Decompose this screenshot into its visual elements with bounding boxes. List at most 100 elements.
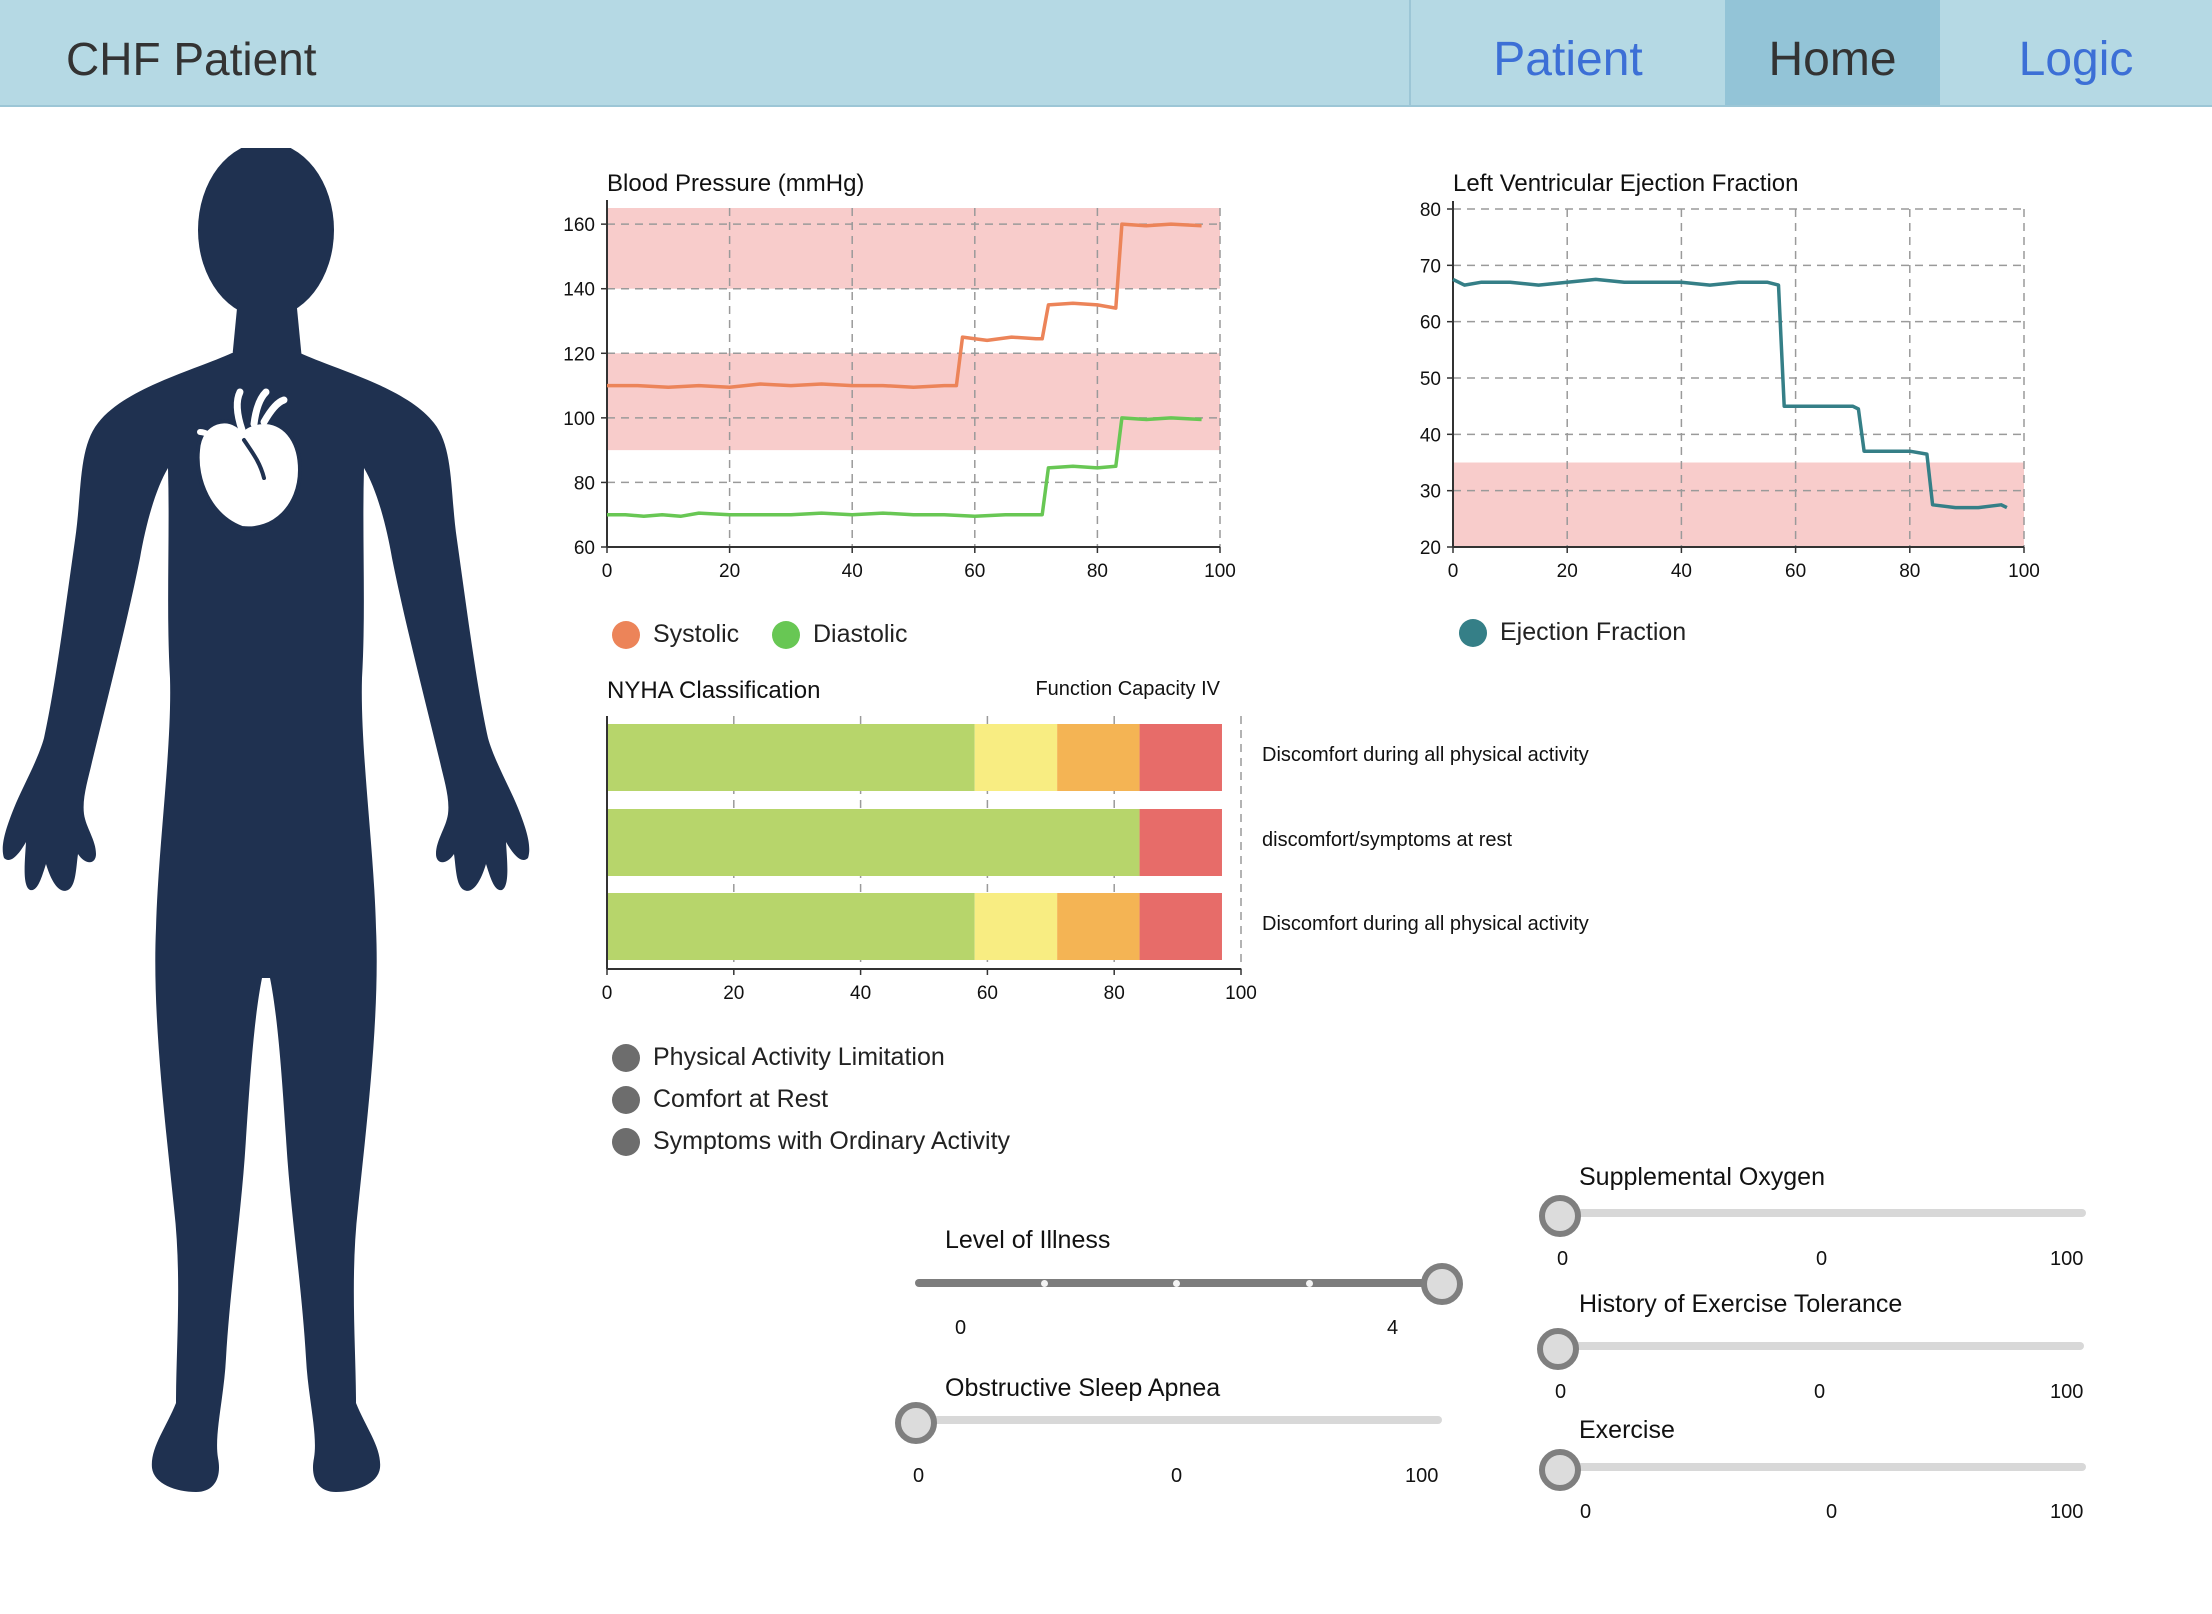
slider-track[interactable] [1538, 1342, 2084, 1350]
y-tick-label: 80 [1420, 200, 1441, 221]
slider-value-label: 0 [1814, 1381, 1826, 1403]
x-tick-label: 60 [964, 561, 985, 582]
chart-title: Left Ventricular Ejection Fraction [1453, 170, 1799, 197]
series-line-diastolic [607, 416, 1202, 519]
slider-title: History of Exercise Tolerance [1579, 1290, 1903, 1318]
legend-ejection-fraction: Ejection Fraction [1459, 618, 1686, 647]
nyha-bar-segment [1139, 809, 1222, 876]
nyha-bar-segment [1057, 893, 1140, 960]
legend-systolic: Systolic [612, 620, 739, 649]
slider-max-label: 100 [2050, 1501, 2084, 1523]
y-tick-label: 20 [1420, 538, 1441, 559]
nyha-classification-chart: NYHA Classification Function Capacity IV… [602, 677, 1589, 1004]
nyha-bar-segment [607, 724, 975, 791]
nyha-bar-segment [1139, 893, 1222, 960]
slider-knob[interactable] [1537, 1328, 1579, 1370]
legend-label: Systolic [653, 620, 740, 648]
x-tick-label: 40 [1671, 561, 1692, 582]
x-tick-label: 0 [602, 983, 613, 1004]
legend-label: Symptoms with Ordinary Activity [653, 1127, 1011, 1155]
x-tick-label: 60 [977, 983, 998, 1004]
legend-label: Physical Activity Limitation [653, 1043, 945, 1071]
slider-step-dot [1306, 1280, 1313, 1287]
risk-band [607, 353, 1220, 451]
nav-tab-patient[interactable]: Patient [1493, 33, 1643, 86]
nyha-bar-segment [607, 893, 975, 960]
nyha-bar-segment [974, 893, 1058, 960]
slider-title: Supplemental Oxygen [1579, 1163, 1825, 1191]
x-tick-label: 20 [1557, 561, 1578, 582]
legend-symptoms-ordinary-activity: Symptoms with Ordinary Activity [612, 1127, 1010, 1156]
body-silhouette [2, 148, 530, 1492]
slider-value-label: 0 [1171, 1465, 1183, 1487]
app-title: CHF Patient [66, 33, 317, 85]
y-tick-label: 30 [1420, 482, 1441, 503]
slider-knob[interactable] [1539, 1195, 1581, 1237]
slider-value-label: 0 [1826, 1501, 1838, 1523]
y-tick-label: 80 [574, 473, 595, 494]
y-tick-label: 160 [563, 215, 595, 236]
chart-title: Blood Pressure (mmHg) [607, 170, 864, 197]
slider-min-label: 0 [1580, 1501, 1592, 1523]
legend-dot [612, 1127, 640, 1156]
slider-title: Obstructive Sleep Apnea [945, 1374, 1221, 1402]
slider-max-label: 100 [2050, 1381, 2084, 1403]
slider-min-label: 0 [1557, 1248, 1569, 1270]
legend-label: Diastolic [813, 620, 908, 648]
legend-dot [612, 620, 640, 649]
x-tick-label: 100 [1204, 561, 1236, 582]
x-tick-label: 20 [723, 983, 744, 1004]
slider-min-label: 0 [955, 1317, 967, 1339]
legend-dot [1459, 618, 1487, 647]
nyha-bar-segment [607, 809, 1140, 876]
ejection-fraction-chart: Left Ventricular Ejection Fraction 20 30 4… [1420, 170, 2040, 582]
nav-tab-logic[interactable]: Logic [2018, 33, 2134, 86]
blood-pressure-chart: Blood Pressure (mmHg) 60 80 100 120 140 160 0 2… [563, 170, 1236, 582]
slider-step-dot [1041, 1280, 1048, 1287]
legend-dot [772, 620, 800, 649]
legend-dot [612, 1085, 640, 1114]
x-tick-label: 80 [1087, 561, 1108, 582]
slider-track[interactable] [1540, 1463, 2086, 1471]
slider-max-label: 4 [1387, 1317, 1399, 1339]
nyha-bar-segment [1057, 724, 1140, 791]
slider-knob[interactable] [1421, 1263, 1463, 1305]
nyha-row-label: Discomfort during all physical activity [1262, 744, 1589, 766]
y-tick-label: 100 [563, 409, 595, 430]
heart-icon [195, 388, 303, 531]
slider-max-label: 100 [1405, 1465, 1439, 1487]
legend-physical-activity-limitation: Physical Activity Limitation [612, 1043, 945, 1072]
chart-subtitle: Function Capacity IV [1035, 678, 1220, 700]
legend-label: Ejection Fraction [1500, 618, 1687, 646]
slider-track[interactable] [912, 1416, 1442, 1424]
y-tick-label: 120 [563, 344, 595, 365]
slider-max-label: 100 [2050, 1248, 2084, 1270]
y-tick-label: 140 [563, 280, 595, 301]
slider-knob[interactable] [1539, 1449, 1581, 1491]
slider-title: Exercise [1579, 1416, 1675, 1444]
y-tick-label: 50 [1420, 369, 1441, 390]
nav-divider [1409, 0, 1411, 105]
human-body-figure [2, 148, 530, 1492]
legend-label: Comfort at Rest [653, 1085, 829, 1113]
slider-min-label: 0 [913, 1465, 925, 1487]
x-tick-label: 80 [1899, 561, 1920, 582]
y-tick-label: 60 [574, 538, 595, 559]
legend-dot [612, 1043, 640, 1072]
x-tick-label: 100 [1225, 983, 1257, 1004]
top-bar: CHF Patient Patient Home Logic [0, 0, 2212, 107]
nyha-row-label: discomfort/symptoms at rest [1262, 829, 1513, 851]
nav-tab-home[interactable]: Home [1725, 0, 1940, 105]
x-tick-label: 100 [2008, 561, 2040, 582]
y-tick-label: 40 [1420, 425, 1441, 446]
slider-min-label: 0 [1555, 1381, 1567, 1403]
slider-track[interactable] [1540, 1209, 2086, 1217]
legend-diastolic: Diastolic [772, 620, 907, 649]
x-tick-label: 0 [1448, 561, 1459, 582]
x-tick-label: 80 [1104, 983, 1125, 1004]
slider-knob[interactable] [895, 1402, 937, 1444]
risk-band [607, 208, 1220, 289]
y-tick-label: 60 [1420, 313, 1441, 334]
x-tick-label: 40 [842, 561, 863, 582]
slider-value-label: 0 [1816, 1248, 1828, 1270]
